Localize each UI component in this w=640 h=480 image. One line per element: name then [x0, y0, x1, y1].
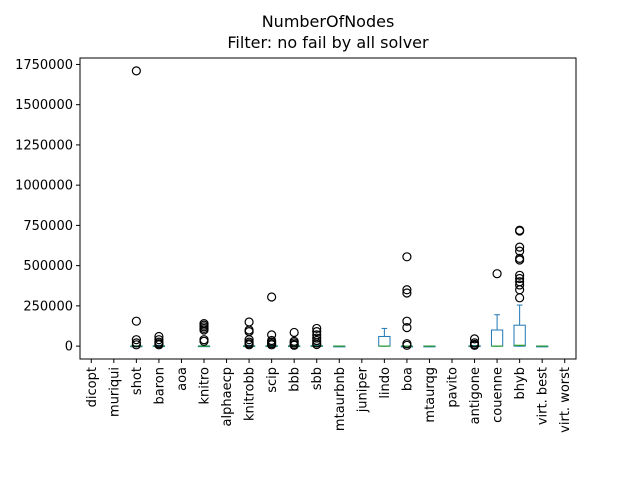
chart-title: NumberOfNodes	[262, 12, 395, 31]
x-tick-label: antigone	[468, 367, 483, 424]
box-boa	[400, 252, 414, 350]
x-tick-label: virt. worst	[558, 367, 573, 433]
outlier-point	[515, 246, 525, 256]
x-tick-label: virt. best	[536, 367, 551, 425]
box-virt-best	[536, 345, 549, 348]
outlier-point	[515, 293, 525, 303]
box-sbb	[310, 323, 323, 350]
outlier-point	[267, 292, 277, 302]
x-tick-label: aoa	[175, 367, 190, 391]
x-tick-label: shot	[130, 367, 145, 395]
x-tick-label: knitrobb	[243, 367, 258, 421]
x-tick-label: lindo	[378, 367, 393, 399]
outlier-point	[312, 333, 322, 343]
x-tick-label: pavito	[446, 367, 461, 408]
x-tick-label: boa	[400, 367, 415, 391]
outlier-point	[244, 335, 254, 345]
y-tick-label: 1500000	[15, 98, 73, 113]
y-tick-label: 1750000	[15, 58, 73, 73]
x-tick-label: dicopt	[85, 367, 100, 407]
outlier-point	[131, 335, 141, 345]
box-body	[513, 324, 526, 347]
box-body	[378, 335, 391, 347]
box-knitrobb	[242, 317, 256, 350]
outlier-point	[312, 339, 322, 350]
outlier-point	[515, 226, 525, 236]
outlier-point	[131, 316, 141, 326]
box-couenne	[490, 269, 504, 347]
x-tick-label: alphaecp	[220, 367, 235, 426]
x-tick-label: scip	[265, 367, 280, 393]
box-baron	[152, 331, 166, 350]
box-shot	[130, 66, 143, 350]
box-body	[490, 329, 504, 347]
x-tick-label: mtaurbnb	[333, 367, 348, 431]
outlier-point	[515, 280, 525, 290]
x-tick-label: mtaurqg	[423, 367, 438, 423]
outlier-point	[289, 327, 299, 338]
outlier-point	[402, 323, 412, 333]
outlier-point	[515, 242, 525, 252]
box-mtaurqg	[423, 345, 436, 348]
box-mtaurbnb	[333, 345, 346, 348]
x-tick-label: baron	[152, 367, 167, 404]
outlier-point	[469, 334, 480, 344]
outlier-point	[515, 273, 525, 284]
outlier-point	[312, 323, 322, 334]
outlier-point	[402, 316, 412, 326]
y-axis: 0 250000 500000 750000 1000000 1250000 1500000…	[15, 58, 80, 355]
y-tick-label: 500000	[23, 259, 73, 274]
chart-subtitle: Filter: no fail by all solver	[227, 33, 429, 52]
y-tick-label: 1250000	[15, 138, 73, 153]
outlier-point	[469, 340, 480, 350]
y-tick-label: 0	[65, 340, 73, 355]
outlier-point	[402, 285, 412, 295]
outlier-point	[244, 340, 254, 350]
outlier-point	[402, 252, 412, 262]
x-axis: dicopt muriqui shot baron aoa knitro alphaecp k…	[85, 359, 573, 433]
outlier-point	[515, 285, 525, 295]
outlier-point	[199, 336, 209, 346]
outlier-point	[312, 335, 322, 346]
x-tick-label: bbb	[288, 367, 303, 392]
box-bbb	[288, 327, 301, 350]
x-tick-label: juniper	[355, 366, 370, 413]
plot-area	[79, 57, 577, 360]
outlier-point	[131, 66, 141, 76]
outlier-point	[402, 288, 412, 298]
outlier-point	[402, 340, 412, 350]
y-tick-label: 250000	[23, 299, 73, 314]
box-lindo	[378, 327, 391, 347]
outlier-point	[267, 340, 277, 350]
outlier-point	[515, 255, 525, 265]
y-tick-label: 750000	[23, 219, 73, 234]
outlier-point	[289, 340, 299, 350]
x-tick-label: knitro	[198, 367, 213, 405]
box-scip	[265, 292, 278, 350]
outlier-point	[312, 327, 322, 337]
x-tick-label: sbb	[310, 367, 325, 390]
box-antigone	[468, 334, 481, 350]
outlier-point	[154, 340, 164, 350]
box-bhyb	[513, 225, 526, 347]
x-tick-label: couenne	[491, 367, 506, 423]
outlier-point	[267, 330, 277, 340]
x-tick-label: bhyb	[513, 367, 528, 399]
outlier-point	[244, 317, 254, 327]
x-tick-label: muriqui	[107, 367, 122, 417]
box-knitro	[197, 318, 211, 348]
outlier-point	[199, 325, 209, 335]
y-tick-label: 1000000	[15, 179, 73, 194]
outlier-point	[492, 269, 502, 279]
outlier-point	[154, 335, 164, 345]
outlier-point	[515, 270, 525, 280]
outlier-point	[131, 340, 141, 350]
box-series	[130, 66, 549, 350]
